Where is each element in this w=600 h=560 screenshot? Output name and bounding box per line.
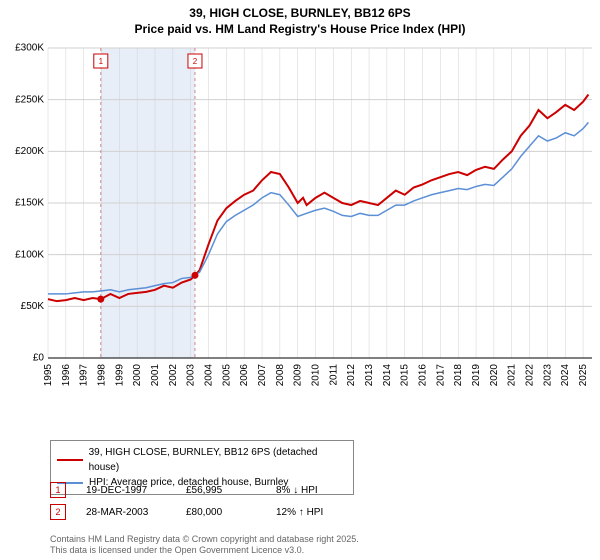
annotation-date: 28-MAR-2003: [86, 507, 166, 518]
svg-text:2009: 2009: [293, 364, 304, 387]
annotation-badge: 1: [50, 482, 66, 498]
title-line2: Price paid vs. HM Land Registry's House …: [0, 22, 600, 38]
annotation-price: £56,995: [186, 485, 256, 496]
svg-text:2025: 2025: [578, 364, 589, 387]
chart-area: £0£50K£100K£150K£200K£250K£300K199519961…: [48, 48, 592, 400]
annotation-delta: 12% ↑ HPI: [276, 507, 323, 518]
svg-text:2011: 2011: [328, 364, 339, 386]
svg-text:2004: 2004: [204, 364, 215, 387]
svg-text:2003: 2003: [186, 364, 197, 387]
svg-text:2017: 2017: [435, 364, 446, 387]
annotation-row: 2 28-MAR-2003 £80,000 12% ↑ HPI: [50, 504, 323, 520]
svg-text:2012: 2012: [346, 364, 357, 387]
annotation-badge: 2: [50, 504, 66, 520]
svg-text:2024: 2024: [560, 364, 571, 387]
annotation-delta: 8% ↓ HPI: [276, 485, 318, 496]
chart-title: 39, HIGH CLOSE, BURNLEY, BB12 6PS Price …: [0, 0, 600, 37]
legend-swatch: [57, 459, 83, 461]
svg-text:1996: 1996: [61, 364, 72, 387]
svg-text:2008: 2008: [275, 364, 286, 387]
svg-text:£300K: £300K: [15, 43, 44, 54]
attribution: Contains HM Land Registry data © Crown c…: [50, 534, 359, 556]
svg-text:£200K: £200K: [15, 146, 44, 157]
svg-text:£100K: £100K: [15, 249, 44, 260]
chart-svg: £0£50K£100K£150K£200K£250K£300K199519961…: [48, 48, 592, 400]
legend-label: 39, HIGH CLOSE, BURNLEY, BB12 6PS (detac…: [89, 445, 347, 475]
attribution-line: Contains HM Land Registry data © Crown c…: [50, 534, 359, 545]
title-line1: 39, HIGH CLOSE, BURNLEY, BB12 6PS: [0, 6, 600, 22]
svg-text:2018: 2018: [453, 364, 464, 387]
svg-text:2013: 2013: [364, 364, 375, 387]
svg-text:1997: 1997: [79, 364, 90, 387]
svg-text:£0: £0: [33, 353, 45, 364]
svg-text:1998: 1998: [97, 364, 108, 387]
svg-text:2016: 2016: [418, 364, 429, 387]
svg-text:£50K: £50K: [21, 301, 45, 312]
svg-text:1999: 1999: [114, 364, 125, 387]
annotation-date: 19-DEC-1997: [86, 485, 166, 496]
svg-text:2: 2: [193, 57, 198, 66]
svg-text:2001: 2001: [150, 364, 161, 387]
svg-text:2006: 2006: [239, 364, 250, 387]
svg-text:2005: 2005: [221, 364, 232, 387]
svg-text:2022: 2022: [525, 364, 536, 387]
svg-text:2000: 2000: [132, 364, 143, 387]
svg-text:2002: 2002: [168, 364, 179, 387]
annotation-price: £80,000: [186, 507, 256, 518]
svg-text:2007: 2007: [257, 364, 268, 387]
svg-text:1: 1: [99, 57, 104, 66]
legend-row: 39, HIGH CLOSE, BURNLEY, BB12 6PS (detac…: [57, 445, 347, 475]
svg-text:2020: 2020: [489, 364, 500, 387]
svg-text:2019: 2019: [471, 364, 482, 387]
chart-container: 39, HIGH CLOSE, BURNLEY, BB12 6PS Price …: [0, 0, 600, 560]
annotation-row: 1 19-DEC-1997 £56,995 8% ↓ HPI: [50, 482, 318, 498]
svg-text:2010: 2010: [311, 364, 322, 387]
svg-text:2015: 2015: [400, 364, 411, 387]
attribution-line: This data is licensed under the Open Gov…: [50, 545, 359, 556]
svg-text:£250K: £250K: [15, 94, 44, 105]
svg-text:£150K: £150K: [15, 198, 44, 209]
svg-text:2014: 2014: [382, 364, 393, 387]
svg-text:2023: 2023: [542, 364, 553, 387]
svg-text:2021: 2021: [507, 364, 518, 387]
svg-text:1995: 1995: [43, 364, 54, 387]
